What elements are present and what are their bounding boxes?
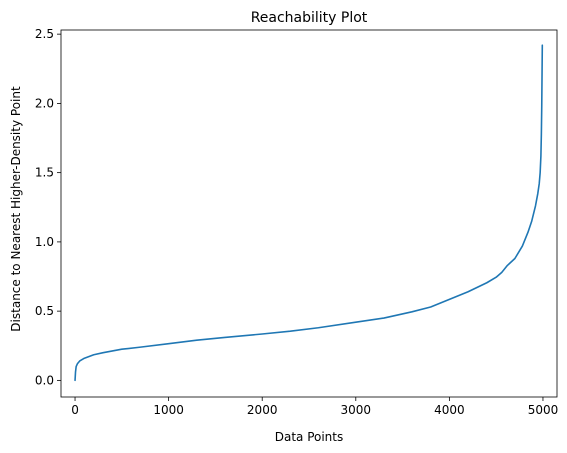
x-tick-label: 1000	[153, 403, 184, 417]
x-axis-label: Data Points	[275, 430, 344, 444]
series-line-0	[74, 44, 544, 382]
y-tick-label: 2.5	[35, 27, 54, 41]
x-tick-label: 3000	[341, 403, 372, 417]
x-tick-label: 2000	[247, 403, 278, 417]
x-tick-label: 4000	[434, 403, 465, 417]
plot-frame	[60, 29, 558, 398]
y-axis-label: Distance to Nearest Higher-Density Point	[9, 86, 23, 332]
y-tick-label: 1.5	[35, 166, 54, 180]
y-tick-label: 0.0	[35, 373, 54, 387]
y-tick-label: 2.0	[35, 96, 54, 110]
x-tick-label: 0	[71, 403, 79, 417]
chart-title: Reachability Plot	[251, 10, 368, 26]
x-tick-label: 5000	[528, 403, 559, 417]
plot-area: 0 1000 2000 3000 4000 5000 0.0 0.5 1.0 1.5 2.0 2.5	[35, 27, 558, 417]
y-tick-label: 1.0	[35, 235, 54, 249]
y-tick-label: 0.5	[35, 304, 54, 318]
